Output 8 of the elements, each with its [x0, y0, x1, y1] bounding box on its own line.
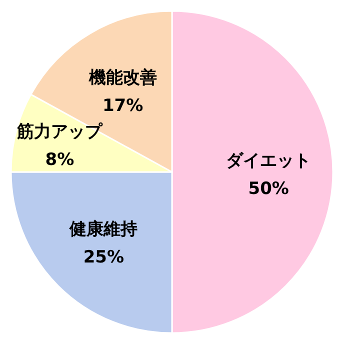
slice-label: 健康維持: [68, 219, 138, 240]
slice-label: 筋力アップ: [16, 122, 104, 142]
data-label: 8%: [45, 150, 74, 170]
slice-label: ダイエット: [226, 151, 312, 171]
data-label: 50%: [248, 179, 289, 199]
data-label: 17%: [102, 96, 144, 116]
slice-label: 機能改善: [88, 66, 157, 88]
data-label: 25%: [83, 247, 124, 268]
